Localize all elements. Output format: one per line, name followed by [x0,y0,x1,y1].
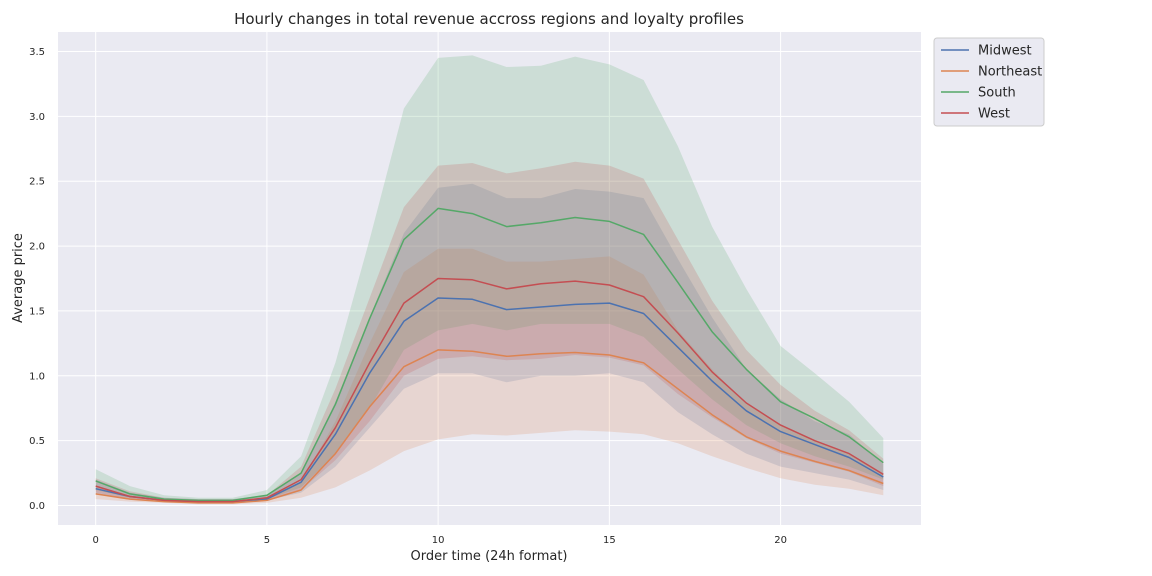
y-tick-label: 3.5 [29,47,45,58]
series-lines [95,207,884,504]
x-tick-label: 5 [264,535,270,546]
x-tick-labels: 0 5 10 15 20 [92,535,786,546]
chart-title: Hourly changes in total revenue accross … [234,10,744,28]
y-tick-label: 2.5 [29,177,45,188]
y-tick-label: 1.5 [29,306,45,317]
y-tick-label: 0.0 [29,501,45,512]
y-tick-label: 3.0 [29,112,45,123]
x-tick-label: 15 [603,535,616,546]
x-axis-label: Order time (24h format) [410,549,567,564]
legend: Midwest Northeast South West [933,37,1045,127]
x-tick-label: 0 [92,535,98,546]
plot-area [58,32,921,525]
x-tick-label: 20 [774,535,787,546]
line-northeast [95,349,884,504]
confidence-bands [95,55,884,505]
band-west [95,161,884,503]
legend-label-midwest: Midwest [978,44,1032,59]
y-tick-label: 0.5 [29,436,45,447]
legend-label-northeast: Northeast [978,65,1042,80]
legend-label-south: South [978,86,1016,101]
x-tick-label: 10 [432,535,445,546]
legend-box [933,37,1045,127]
line-south [95,207,884,502]
band-south [95,55,884,502]
legend-label-west: West [978,107,1010,122]
band-midwest [95,183,884,503]
y-tick-label: 1.0 [29,371,45,382]
line-west [95,277,884,503]
y-tick-labels: 0.0 0.5 1.0 1.5 2.0 2.5 3.0 3.5 [29,47,45,512]
y-tick-label: 2.0 [29,242,45,253]
band-northeast [95,248,884,505]
y-axis-label: Average price [11,233,26,323]
